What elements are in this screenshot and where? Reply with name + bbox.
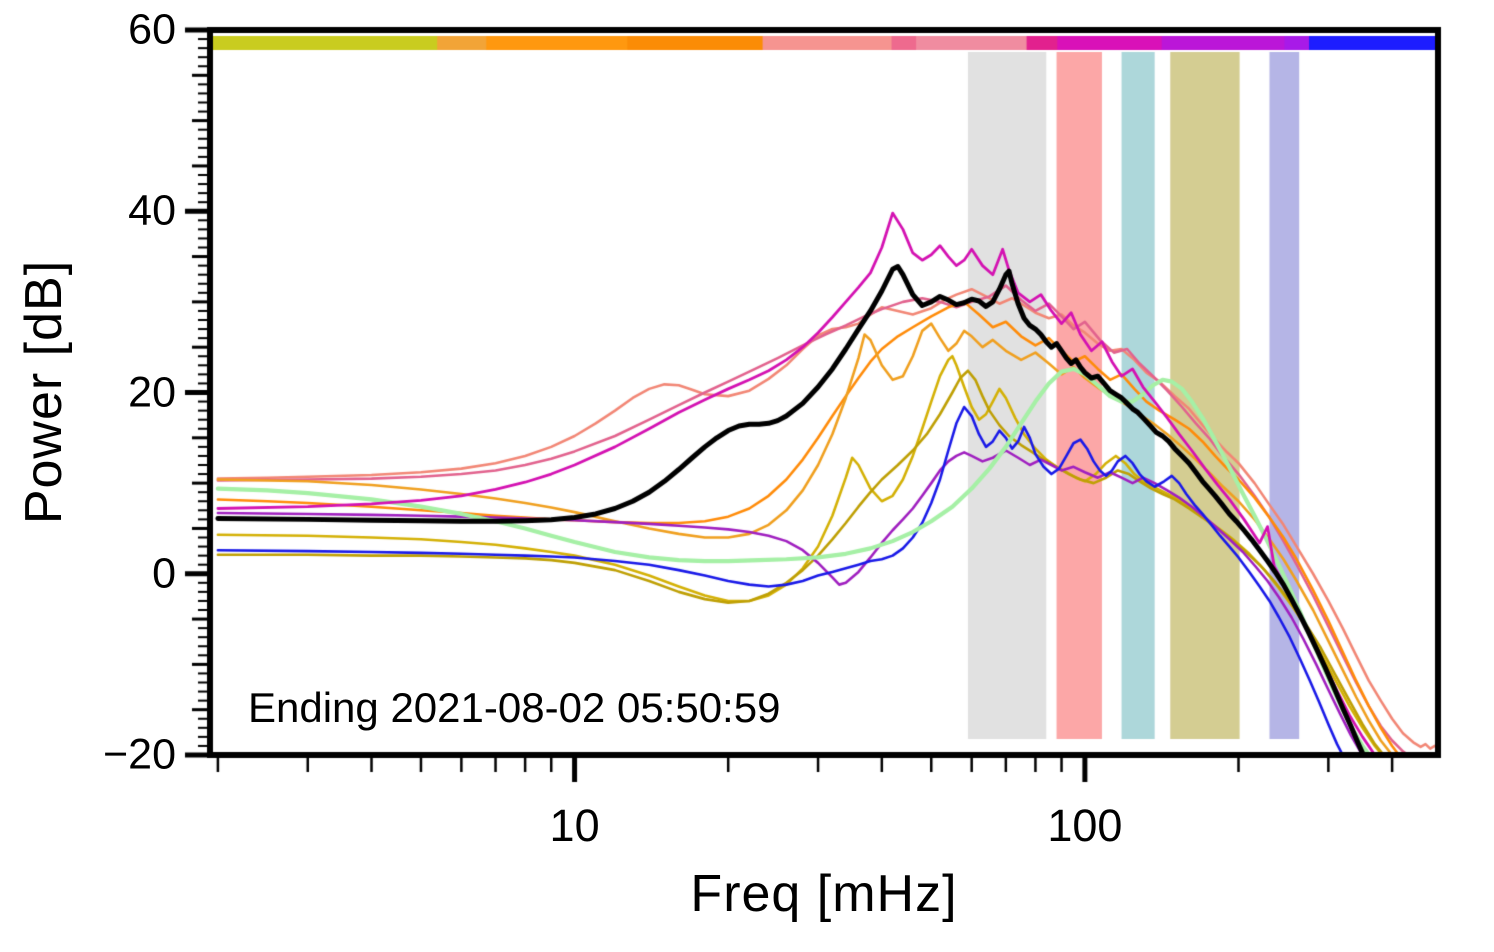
y-tick-label: 60 xyxy=(128,5,176,54)
x-tick-label: 10 xyxy=(549,800,600,851)
y-tick-label: −20 xyxy=(103,730,176,779)
y-tick-label: 40 xyxy=(128,186,176,235)
ending-time-annotation: Ending 2021-08-02 05:50:59 xyxy=(248,684,781,731)
y-axis-label: Power [dB] xyxy=(15,259,73,525)
x-tick-label: 100 xyxy=(1047,800,1123,851)
y-tick-label: 20 xyxy=(128,368,176,416)
y-tick-label: 0 xyxy=(152,549,176,598)
x-axis-label: Freq [mHz] xyxy=(690,865,958,923)
